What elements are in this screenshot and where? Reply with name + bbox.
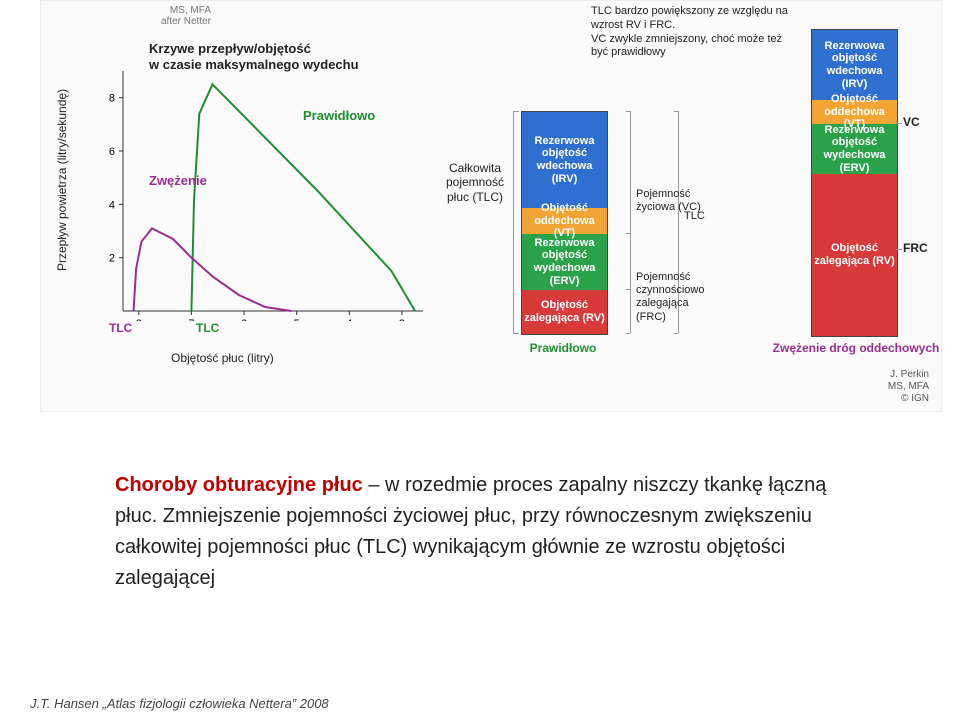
svg-text:4: 4 <box>346 318 352 321</box>
flow-volume-chart: 2 4 6 8 8 7 6 5 4 3 <box>103 61 433 321</box>
attr-top-1: MS, MFA <box>170 5 211 16</box>
obstructed-top-note: TLC bardzo powiększony ze względu na wzr… <box>591 5 801 60</box>
right-cap-label: VC <box>903 115 920 129</box>
attribution-top: MS, MFA after Netter <box>161 5 211 27</box>
obstructed-bar-caption: Zwężenie dróg oddechowych <box>761 341 951 355</box>
volume-segment: Rezerwowa objętość wdechowa (IRV) <box>812 30 897 100</box>
svg-text:6: 6 <box>241 318 247 321</box>
bracket-label: Pojemność życiowa (VC) <box>636 188 714 214</box>
svg-text:5: 5 <box>294 318 300 321</box>
normal-volumes-bar: Rezerwowa objętość wdechowa (IRV)Objętoś… <box>521 111 608 335</box>
normal-bar-caption: Prawidłowo <box>513 341 613 355</box>
x-axis-label: Objętość płuc (litry) <box>171 351 274 365</box>
svg-text:8: 8 <box>136 318 142 321</box>
attr-top-2: after Netter <box>161 16 211 27</box>
attribution-bottom: J. Perkin MS, MFA © IGN <box>888 369 929 405</box>
volume-segment: Objętość oddechowa (VT) <box>522 208 607 234</box>
volume-segment: Objętość zalegająca (RV) <box>522 290 607 334</box>
volume-segment: Rezerwowa objętość wydechowa (ERV) <box>522 234 607 290</box>
svg-text:8: 8 <box>109 93 115 105</box>
normal-curve-label: Prawidłowo <box>303 108 375 123</box>
svg-text:3: 3 <box>399 318 405 321</box>
volume-segment: Objętość oddechowa (VT) <box>812 100 897 124</box>
svg-text:7: 7 <box>188 318 194 321</box>
y-axis-label: Przepływ powietrza (litry/sekundę) <box>55 89 69 271</box>
svg-text:4: 4 <box>109 199 115 211</box>
lung-volumes-figure: MS, MFA after Netter Krzywe przepływ/obj… <box>40 0 942 412</box>
volume-segment: Rezerwowa objętość wdechowa (IRV) <box>522 112 607 208</box>
volume-segment: Rezerwowa objętość wydechowa (ERV) <box>812 124 897 174</box>
body-lead: Choroby obturacyjne płuc <box>115 474 363 496</box>
tlc-green: TLC <box>196 321 219 335</box>
obstructed-curve-label: Zwężenie <box>149 173 207 188</box>
body-paragraph: Choroby obturacyjne płuc – w rozedmie pr… <box>115 470 855 594</box>
footer-citation: J.T. Hansen „Atlas fizjologii człowieka … <box>30 696 329 711</box>
tlc-column-label: Całkowita pojemność płuc (TLC) <box>441 161 509 204</box>
volume-segment: Objętość zalegająca (RV) <box>812 174 897 336</box>
svg-text:6: 6 <box>109 146 115 158</box>
tlc-purple: TLC <box>109 321 132 335</box>
obstructed-volumes-bar: Rezerwowa objętość wdechowa (IRV)Objętoś… <box>811 29 898 337</box>
bracket-label: Pojemność czynnościowo zalegająca (FRC) <box>636 271 714 324</box>
right-cap-label: FRC <box>903 241 928 255</box>
svg-text:2: 2 <box>109 253 115 265</box>
